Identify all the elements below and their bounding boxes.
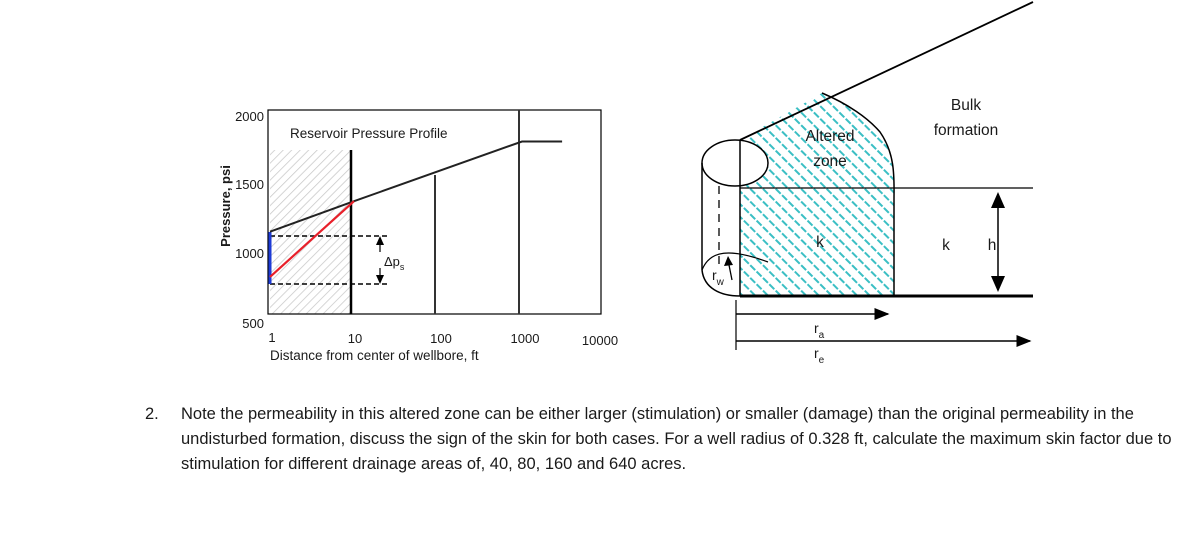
- re-label: re: [814, 345, 825, 366]
- x-axis-label: Distance from center of wellbore, ft: [270, 348, 479, 363]
- rw-main: r: [712, 267, 717, 283]
- wellbore-bottom-ellipse-back: [701, 252, 769, 271]
- thickness-arrowhead-down: [991, 276, 1005, 292]
- x-tick-label: 10: [348, 331, 362, 346]
- y-tick-label: 2000: [235, 109, 264, 124]
- skin-dp-main: Δp: [384, 254, 400, 269]
- x-tick-label: 1: [268, 330, 275, 345]
- ra-main: r: [814, 320, 819, 336]
- re-sub: e: [819, 355, 825, 366]
- y-tick-label: 500: [242, 316, 264, 331]
- y-tick-label: 1000: [235, 246, 264, 261]
- x-tick-label: 10000: [582, 333, 618, 348]
- hatched-region: [270, 150, 351, 314]
- question-number: 2.: [145, 405, 159, 423]
- dp-arrowhead-up: [376, 236, 384, 245]
- series-actual-pressure: [269, 140, 563, 233]
- y-axis-label: Pressure, psi: [218, 165, 233, 247]
- rw-sub: w: [716, 277, 725, 288]
- wellbore-bottom-curve: [701, 269, 741, 297]
- chart-title: Reservoir Pressure Profile: [290, 126, 448, 141]
- question-text: Note the permeability in this altered zo…: [181, 405, 1172, 473]
- wellbore-top-ellipse: [701, 139, 769, 187]
- altered-zone-region: [740, 93, 895, 296]
- ra-label: ra: [814, 320, 825, 341]
- altered-zone-schematic: Altered zone Bulk formation k k h rw ra …: [701, 1, 1034, 366]
- skin-dp-label: Δps: [384, 254, 405, 272]
- dp-arrowhead-down: [376, 275, 384, 284]
- formation-top-line: [739, 1, 1034, 141]
- x-tick-label: 1000: [511, 331, 540, 346]
- series-ideal-pressure: [269, 200, 355, 278]
- pressure-profile-chart: Reservoir Pressure Profile 2000 1500 100…: [218, 109, 618, 363]
- altered-zone-label-1: Altered: [805, 128, 854, 145]
- rw-arrowhead: [724, 256, 733, 266]
- bulk-formation-label-2: formation: [934, 122, 999, 139]
- rw-label: rw: [712, 267, 725, 288]
- figure: Reservoir Pressure Profile 2000 1500 100…: [218, 1, 1034, 366]
- y-tick-label: 1500: [235, 177, 264, 192]
- thickness-label: h: [988, 237, 997, 254]
- altered-permeability-label: k: [816, 234, 824, 251]
- altered-zone-boundary: [821, 92, 895, 296]
- ra-sub: a: [819, 330, 825, 341]
- bulk-formation-label-1: Bulk: [951, 97, 981, 114]
- altered-zone-label-2: zone: [813, 153, 847, 170]
- x-tick-label: 100: [430, 331, 452, 346]
- thickness-arrowhead-up: [991, 192, 1005, 208]
- skin-dp-sub: s: [400, 262, 405, 272]
- bulk-permeability-label: k: [942, 237, 950, 254]
- re-main: r: [814, 345, 819, 361]
